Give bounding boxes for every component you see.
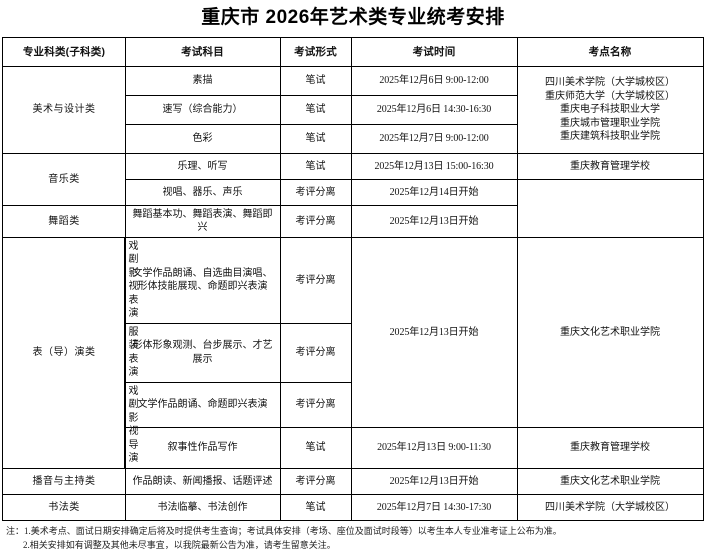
- format-cell: 考评分离: [280, 179, 351, 205]
- format-cell: 笔试: [280, 95, 351, 124]
- format-cell: 考评分离: [280, 205, 351, 237]
- page-title: 重庆市 2026年艺术类专业统考安排: [0, 0, 706, 37]
- time-cell: 2025年12月7日 9:00-12:00: [351, 124, 517, 153]
- header-row: 专业科类(子科类) 考试科目 考试形式 考试时间 考点名称: [3, 37, 703, 66]
- time-cell: 2025年12月6日 9:00-12:00: [351, 66, 517, 95]
- table-header: 专业科类(子科类) 考试科目 考试形式 考试时间 考点名称: [3, 37, 703, 66]
- table-row: 音乐类 乐理、听写 笔试 2025年12月13日 15:00-16:30 重庆教…: [3, 153, 703, 179]
- subject-cell: 形体形象观测、台步展示、才艺展示: [125, 323, 280, 382]
- venue-cell: 四川美术学院（大学城校区）: [517, 494, 703, 520]
- time-cell-merged: 2025年12月13日开始: [351, 237, 517, 427]
- exam-schedule-table: 专业科类(子科类) 考试科目 考试形式 考试时间 考点名称 美术与设计类 素描 …: [2, 37, 703, 521]
- subject-cell: 素描: [125, 66, 280, 95]
- format-cell: 笔试: [280, 428, 351, 469]
- subject-cell: 文学作品朗诵、命题即兴表演: [125, 382, 280, 427]
- format-cell: 笔试: [280, 124, 351, 153]
- subject-cell: 叙事性作品写作: [125, 428, 280, 469]
- venue-cell-art-design: 四川美术学院（大学城校区） 重庆师范大学（大学城校区） 重庆电子科技职业大学 重…: [517, 66, 703, 153]
- category-cell-dance: 舞蹈类: [3, 205, 125, 237]
- category-cell-performance: 表（导）演类: [3, 237, 125, 468]
- footnote-1: 注：1.美术考点、面试日期安排确定后将及时提供考生查询；考试具体安排（考场、座位…: [6, 525, 700, 539]
- format-cell: 考评分离: [280, 323, 351, 382]
- category-cell-calligraphy: 书法类: [3, 494, 125, 520]
- subject-cell: 舞蹈基本功、舞蹈表演、舞蹈即兴: [125, 205, 280, 237]
- header-venue: 考点名称: [517, 37, 703, 66]
- format-cell: 考评分离: [280, 468, 351, 494]
- time-cell: 2025年12月14日开始: [351, 179, 517, 205]
- format-cell: 考评分离: [280, 382, 351, 427]
- subject-cell: 速写（综合能力）: [125, 95, 280, 124]
- venue-cell: 重庆文化艺术职业学院: [517, 468, 703, 494]
- time-cell: 2025年12月7日 14:30-17:30: [351, 494, 517, 520]
- exam-schedule-page: 重庆市 2026年艺术类专业统考安排 专业科类(子科类) 考试科目 考试形式 考…: [0, 0, 706, 428]
- venue-line: 重庆电子科技职业大学: [521, 103, 700, 117]
- category-cell-broadcasting: 播音与主持类: [3, 468, 125, 494]
- header-format: 考试形式: [280, 37, 351, 66]
- header-time: 考试时间: [351, 37, 517, 66]
- time-cell: 2025年12月6日 14:30-16:30: [351, 95, 517, 124]
- category-cell-music: 音乐类: [3, 153, 125, 205]
- subject-cell: 作品朗读、新闻播报、话题评述: [125, 468, 280, 494]
- time-cell: 2025年12月13日开始: [351, 205, 517, 237]
- table-row: 美术与设计类 素描 笔试 2025年12月6日 9:00-12:00 四川美术学…: [3, 66, 703, 95]
- footnotes: 注：1.美术考点、面试日期安排确定后将及时提供考生查询；考试具体安排（考场、座位…: [6, 525, 700, 553]
- venue-cell: 重庆教育管理学校: [517, 428, 703, 469]
- footnote-2: 2.相关安排如有调整及其他未尽事宜，以我院最新公告为准，请考生留意关注。: [6, 539, 700, 553]
- table-body: 美术与设计类 素描 笔试 2025年12月6日 9:00-12:00 四川美术学…: [3, 66, 703, 520]
- time-cell: 2025年12月13日 15:00-16:30: [351, 153, 517, 179]
- time-cell: 2025年12月13日开始: [351, 468, 517, 494]
- table-row: 书法类 书法临摹、书法创作 笔试 2025年12月7日 14:30-17:30 …: [3, 494, 703, 520]
- venue-line: 重庆师范大学（大学城校区）: [521, 90, 700, 104]
- header-subject: 考试科目: [125, 37, 280, 66]
- format-cell: 笔试: [280, 66, 351, 95]
- subject-cell: 书法临摹、书法创作: [125, 494, 280, 520]
- table-row: 表（导）演类 戏剧影视表演 文学作品朗诵、自选曲目演唱、形体技能展现、命题即兴表…: [3, 237, 703, 323]
- subject-cell: 色彩: [125, 124, 280, 153]
- venue-cell-empty: [517, 179, 703, 237]
- category-cell-art-design: 美术与设计类: [3, 66, 125, 153]
- format-cell: 笔试: [280, 153, 351, 179]
- header-category: 专业科类(子科类): [3, 37, 125, 66]
- venue-line: 重庆建筑科技职业学院: [521, 130, 700, 144]
- venue-line: 四川美术学院（大学城校区）: [521, 76, 700, 90]
- venue-cell: 重庆教育管理学校: [517, 153, 703, 179]
- venue-line: 重庆城市管理职业学院: [521, 117, 700, 131]
- table-row: 播音与主持类 作品朗读、新闻播报、话题评述 考评分离 2025年12月13日开始…: [3, 468, 703, 494]
- format-cell: 笔试: [280, 494, 351, 520]
- time-cell: 2025年12月13日 9:00-11:30: [351, 428, 517, 469]
- subject-cell: 视唱、器乐、声乐: [125, 179, 280, 205]
- format-cell: 考评分离: [280, 237, 351, 323]
- venue-cell-merged: 重庆文化艺术职业学院: [517, 237, 703, 427]
- subject-cell: 乐理、听写: [125, 153, 280, 179]
- subject-cell: 文学作品朗诵、自选曲目演唱、形体技能展现、命题即兴表演: [125, 237, 280, 323]
